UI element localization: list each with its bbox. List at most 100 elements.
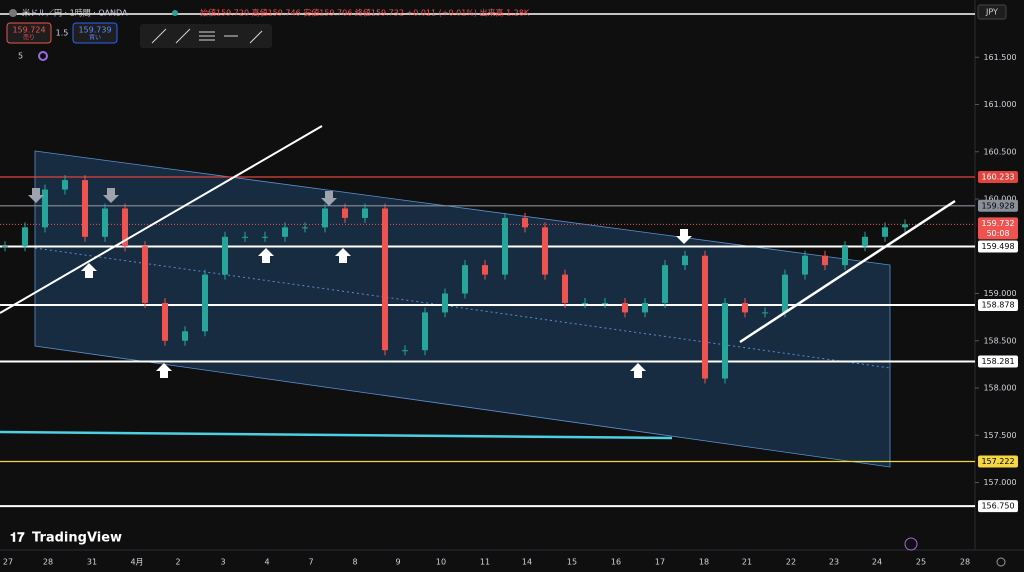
- price-tick-label: 160.000: [983, 195, 1016, 204]
- candle-body: [622, 302, 628, 313]
- level-label: 159.928: [981, 201, 1014, 210]
- symbol-title: 米ドル／円 · 1時間 · OANDA: [22, 8, 128, 18]
- date-label: 31: [87, 558, 97, 567]
- candle-body: [82, 180, 88, 237]
- level-label: 160.233: [981, 172, 1014, 181]
- buy-price: 159.739: [78, 26, 111, 35]
- price-tick-label: 161.500: [983, 53, 1016, 62]
- tool-icons[interactable]: [151, 28, 263, 44]
- date-label: 23: [829, 558, 839, 567]
- level-label-box: [978, 299, 1018, 312]
- sell-button[interactable]: [6, 22, 52, 44]
- date-label: 2: [175, 558, 180, 567]
- date-label: 27: [3, 558, 13, 567]
- date-label: 9: [395, 558, 400, 567]
- date-label: 15: [567, 558, 577, 567]
- price-tick-label: 160.500: [983, 147, 1016, 156]
- level-label: 159.498: [981, 242, 1014, 251]
- candle-body: [862, 236, 868, 247]
- buy-label: 買い: [89, 35, 101, 42]
- candle-body: [682, 255, 688, 266]
- price-tick-label: 157.500: [983, 431, 1016, 440]
- candle-body: [382, 208, 388, 351]
- candle-body: [262, 236, 268, 238]
- date-label: 10: [436, 558, 446, 567]
- date-label: 18: [699, 558, 709, 567]
- candle-body: [342, 208, 348, 218]
- indicator-count: 5: [18, 52, 23, 61]
- candle-body: [42, 189, 48, 228]
- candle-body: [322, 208, 328, 228]
- candle-body: [102, 208, 108, 237]
- currency: JPY: [985, 8, 998, 17]
- cyan-line: [0, 430, 673, 440]
- candle-body: [242, 236, 248, 238]
- candle-body: [122, 208, 128, 247]
- candle-body: [602, 302, 608, 304]
- status-dot: [172, 10, 178, 16]
- candle-body: [142, 246, 148, 303]
- candle-body: [882, 227, 888, 237]
- candle-body: [762, 312, 768, 314]
- current-price-box: [978, 217, 1018, 240]
- date-label: 4: [264, 558, 269, 567]
- candle-body: [362, 208, 368, 218]
- trend-line: [0, 125, 323, 314]
- date-label: 28: [43, 558, 53, 567]
- level-label: 156.750: [981, 502, 1014, 511]
- candle-body: [562, 274, 568, 303]
- settings-icon[interactable]: [996, 557, 1006, 567]
- candle-body: [182, 331, 188, 341]
- spread: 1.5: [56, 29, 69, 38]
- date-label: 16: [611, 558, 621, 567]
- level-label-box: [978, 170, 1018, 183]
- date-label: 3: [220, 558, 225, 567]
- candle-body: [642, 302, 648, 313]
- candle-body: [162, 302, 168, 341]
- candle-body: [782, 274, 788, 313]
- candle-body: [802, 255, 808, 275]
- date-label: 24: [872, 558, 882, 567]
- indicator-icon[interactable]: [38, 51, 48, 61]
- down-arrows: [28, 188, 337, 206]
- candle-body: [462, 265, 468, 294]
- level-label-box: [978, 500, 1018, 513]
- level-label: 157.222: [981, 457, 1014, 466]
- date-label: 17: [655, 558, 665, 567]
- candle-body: [282, 227, 288, 237]
- level-label-box: [978, 199, 1018, 212]
- price-tick-label: 159.000: [983, 289, 1016, 298]
- current-price: 159.732: [981, 219, 1014, 228]
- candle-body: [302, 227, 308, 229]
- candle-body: [482, 265, 488, 275]
- candle-body: [2, 246, 8, 248]
- date-label: 25: [916, 558, 926, 567]
- candle-body: [402, 350, 408, 352]
- replay-icon[interactable]: [904, 537, 918, 551]
- candle-body: [422, 312, 428, 351]
- currency-box[interactable]: [977, 4, 1007, 20]
- countdown: 50:08: [986, 229, 1009, 238]
- candle-body: [742, 302, 748, 313]
- candle-body: [722, 302, 728, 379]
- trend-line: [739, 199, 956, 344]
- date-label: 4月: [130, 558, 143, 567]
- date-label: 14: [522, 558, 532, 567]
- ohlc: 始値159.720 高値159.746 安値159.706 終値159.732 …: [200, 8, 530, 18]
- channel: [34, 150, 891, 468]
- sell-price: 159.724: [12, 26, 45, 35]
- level-label-box: [978, 355, 1018, 368]
- price-tick-label: 157.000: [983, 478, 1016, 487]
- price-tick-label: 161.000: [983, 100, 1016, 109]
- level-label: 158.281: [981, 357, 1014, 366]
- channel-midline: [34, 247, 891, 369]
- candle-body: [502, 217, 508, 275]
- level-label-box: [978, 455, 1018, 468]
- candle-body: [822, 255, 828, 266]
- buy-button[interactable]: [72, 22, 118, 44]
- price-tick-label: 158.000: [983, 384, 1016, 393]
- candle-body: [702, 255, 708, 379]
- candle-body: [842, 246, 848, 266]
